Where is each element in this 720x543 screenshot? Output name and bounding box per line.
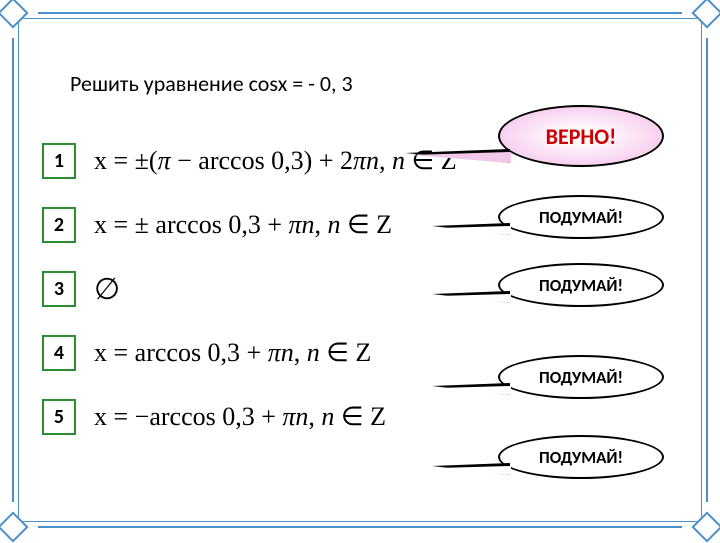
callout-think-label: ПОДУМАЙ! bbox=[539, 367, 623, 388]
callout-think-label: ПОДУМАЙ! bbox=[539, 275, 623, 296]
callout-tail bbox=[432, 223, 510, 235]
answer-number-button[interactable]: 1 bbox=[42, 143, 76, 179]
answer-number-button[interactable]: 3 bbox=[42, 271, 76, 307]
answer-number-button[interactable]: 2 bbox=[42, 207, 76, 243]
callout-correct: ВЕРНО! bbox=[498, 105, 664, 167]
callout-think: ПОДУМАЙ! bbox=[498, 263, 664, 307]
callout-think: ПОДУМАЙ! bbox=[498, 435, 664, 479]
content-area: Решить уравнение cosx = - 0, 3 1 x = ±(π … bbox=[30, 40, 690, 500]
answer-number-button[interactable]: 5 bbox=[42, 399, 76, 435]
callout-think: ПОДУМАЙ! bbox=[498, 355, 664, 399]
answer-formula: x = −arccos 0,3 + πn, n ∈ Z bbox=[94, 402, 386, 432]
callout-think: ПОДУМАЙ! bbox=[498, 195, 664, 239]
answer-formula: ∅ bbox=[94, 272, 120, 307]
answer-number-button[interactable]: 4 bbox=[42, 335, 76, 371]
callout-tail bbox=[432, 383, 510, 395]
answer-formula: x = ± arccos 0,3 + πn, n ∈ Z bbox=[94, 210, 392, 240]
callout-tail bbox=[432, 463, 510, 475]
answer-formula: x = arccos 0,3 + πn, n ∈ Z bbox=[94, 338, 371, 368]
callout-tail bbox=[405, 149, 510, 163]
question-text: Решить уравнение cosx = - 0, 3 bbox=[70, 70, 690, 97]
callout-tail bbox=[432, 291, 510, 303]
answer-formula: x = ±(π − arccos 0,3) + 2πn, n ∈ Z bbox=[94, 146, 457, 176]
callout-correct-label: ВЕРНО! bbox=[546, 123, 617, 150]
callout-think-label: ПОДУМАЙ! bbox=[539, 207, 623, 228]
callout-think-label: ПОДУМАЙ! bbox=[539, 447, 623, 468]
